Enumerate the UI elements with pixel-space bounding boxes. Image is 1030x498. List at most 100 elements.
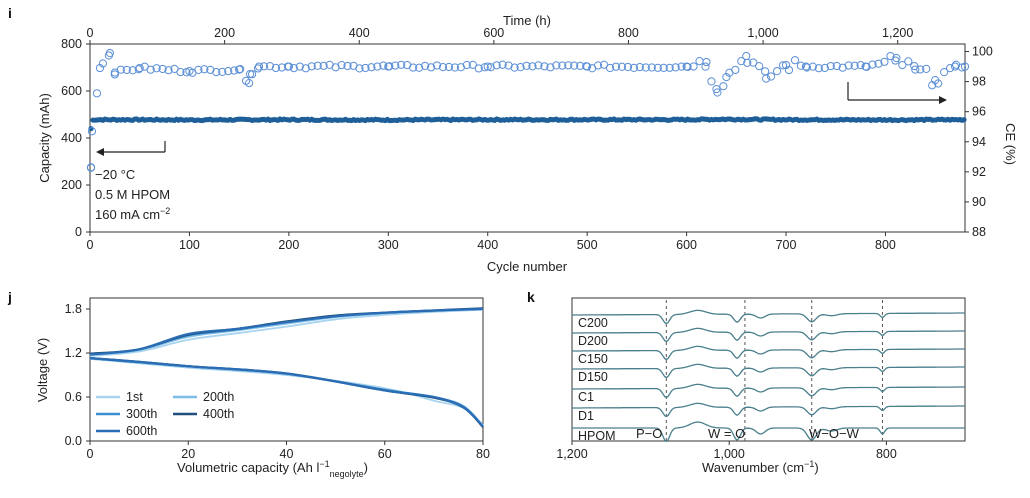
panel-i-left-axis: 0 200 400 600 800 <box>61 37 90 239</box>
ce-point <box>772 67 782 76</box>
right-tick-label: 96 <box>972 105 986 119</box>
ce-point <box>886 51 895 61</box>
panel-k-band-guides <box>665 300 883 441</box>
ce-point <box>438 63 448 72</box>
bottom-tick-label: 200 <box>278 238 299 252</box>
j-x-tick-label: 40 <box>280 447 294 461</box>
spectrum-C200 <box>572 309 965 325</box>
j-y-tick-label: 0.0 <box>65 434 82 448</box>
panel-i-top-axis: 0 200 400 600 800 1,000 1,200 <box>87 26 913 44</box>
ce-point <box>492 61 501 70</box>
ce-point <box>659 63 668 72</box>
ce-point <box>415 63 424 72</box>
ce-point <box>767 72 776 81</box>
legend-label: 200th <box>203 390 234 404</box>
ce-point <box>432 61 442 70</box>
top-tick-label: 1,000 <box>747 26 778 40</box>
j-y-tick-label: 0.6 <box>65 390 82 404</box>
ce-point <box>682 62 691 71</box>
ce-point <box>796 61 806 70</box>
ce-point <box>874 59 883 68</box>
panel-k-series-labels: C200 D200 C150 D150 C1 D1 HPOM <box>578 316 616 443</box>
ce-point <box>583 62 592 71</box>
ce-point <box>844 61 853 70</box>
ce-point <box>259 62 269 71</box>
ce-point <box>801 62 811 71</box>
top-tick-label: 800 <box>618 26 639 40</box>
ce-point <box>110 68 119 77</box>
ce-point <box>313 61 322 70</box>
ce-point <box>355 64 364 73</box>
panel-k-label: k <box>527 289 535 305</box>
top-tick-label: 1,200 <box>882 26 913 40</box>
ce-point <box>940 68 949 77</box>
ce-point <box>230 66 239 75</box>
ce-point <box>462 60 471 70</box>
ce-point <box>319 61 328 70</box>
ce-point <box>570 61 579 70</box>
ce-point <box>510 63 519 72</box>
right-tick-label: 90 <box>972 195 986 209</box>
ce-point <box>468 60 477 69</box>
panel-j-label: j <box>7 289 12 305</box>
ce-point <box>641 63 650 72</box>
left-tick-label: 800 <box>61 37 82 51</box>
spectrum-C1 <box>572 383 965 399</box>
spectrum-D200 <box>572 327 965 343</box>
ce-point <box>950 62 960 71</box>
ce-point <box>200 65 209 74</box>
legend-label: 300th <box>126 407 157 421</box>
left-tick-label: 600 <box>61 84 82 98</box>
spectrum-D1 <box>572 402 965 418</box>
ce-point <box>593 61 603 70</box>
ce-point <box>778 61 788 70</box>
ce-point <box>719 82 728 91</box>
ce-point <box>87 127 97 136</box>
ce-point <box>95 63 105 73</box>
ce-point <box>880 57 889 66</box>
panel-k-spectra <box>572 309 965 443</box>
bottom-tick-label: 400 <box>477 238 498 252</box>
right-tick-label: 100 <box>972 45 993 59</box>
ce-point <box>731 65 740 75</box>
ce-point <box>916 65 925 74</box>
ce-point <box>850 61 859 70</box>
ce-point <box>671 63 680 72</box>
ce-point <box>904 57 913 66</box>
spectrum-label: D200 <box>578 334 608 348</box>
panel-j-y-axis-label: Voltage (V) <box>35 338 50 402</box>
ce-point <box>922 64 931 73</box>
ce-point <box>647 63 656 72</box>
band-label-p-o: P−O <box>636 426 662 441</box>
ce-point <box>253 64 263 73</box>
panel-i-frame <box>89 43 966 233</box>
panel-k: k 1,200 1,000 800 C200 D200 C150 D150 C1 D1 HPOM… <box>527 289 966 475</box>
ce-point <box>623 62 633 72</box>
capacity-series <box>88 116 967 132</box>
ce-point <box>480 63 489 72</box>
charge-curve-600th <box>89 307 484 356</box>
ce-point <box>761 67 770 76</box>
legend-label: 400th <box>203 407 234 421</box>
ce-axis-arrow <box>847 82 947 104</box>
ce-point <box>564 61 573 70</box>
ce-point <box>206 65 215 74</box>
ce-point <box>820 63 829 73</box>
left-tick-label: 200 <box>61 178 82 192</box>
top-tick-label: 0 <box>87 26 94 40</box>
ce-point <box>832 61 841 71</box>
panel-i: i 0 200 400 600 800 1,000 1,200 0 100 200 300 400 5… <box>8 5 1018 274</box>
ce-point <box>653 63 662 72</box>
spectrum-label: D1 <box>578 409 594 423</box>
capacity-point <box>961 117 967 123</box>
legend-label: 1st <box>126 390 143 404</box>
ce-point <box>665 63 674 72</box>
ce-point <box>891 56 900 65</box>
j-x-tick-label: 20 <box>181 447 195 461</box>
panel-j-legend: 1st 200th 300th 400th 600th <box>96 390 234 438</box>
ce-point <box>486 63 495 72</box>
ce-point <box>826 61 835 71</box>
ce-point <box>522 61 531 70</box>
ce-point <box>931 75 940 85</box>
panel-i-bottom-axis: 0 100 200 300 400 500 600 700 800 <box>87 232 896 252</box>
